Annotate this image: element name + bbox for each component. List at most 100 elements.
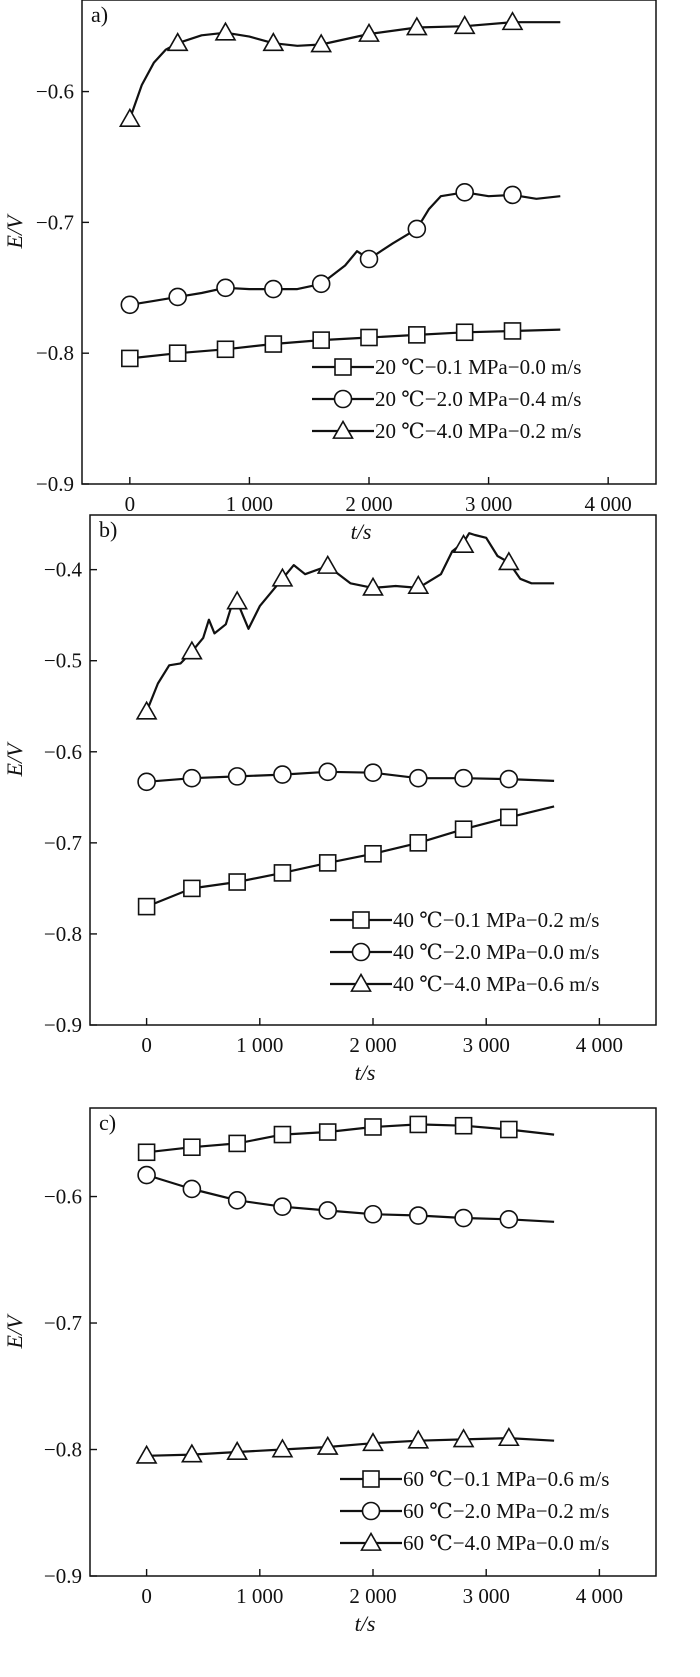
x-axis-label: t/s [355,1060,376,1085]
data-point-circle [311,274,331,294]
data-point-circle [408,768,428,788]
data-point-triangle [453,15,476,35]
plot-frame [81,0,657,485]
data-point-triangle [316,554,339,574]
data-point-triangle [405,16,428,36]
legend-marker-circle [361,1501,381,1521]
legend-entry: 40 ℃−0.1 MPa−0.2 m/s [330,908,599,932]
series-line [129,328,561,360]
panel-label: a) [91,2,108,27]
data-point-circle [363,763,383,783]
data-point-triangle [135,700,158,720]
data-point-circle [318,762,338,782]
data-point-square [409,1115,428,1134]
series-triangle [135,532,555,720]
data-point-triangle [316,1435,339,1455]
legend-entry: 20 ℃−2.0 MPa−0.4 m/s [312,387,581,411]
series-line [145,532,555,713]
x-axis-label: t/s [351,519,372,544]
data-point-square [455,323,474,342]
data-point-circle [454,768,473,788]
data-point-square [312,331,330,349]
y-tick-label: −0.6 [44,740,82,764]
data-point-circle [120,295,140,315]
x-tick-label: 2 000 [345,492,392,516]
panel-2: b) 0 1 000 2 000 3 000 4 000 −0.9 −0.8 −0.7 −0.6 −… [2,514,657,1085]
data-point-triangle [362,1432,384,1452]
series-line [146,1173,555,1223]
series-circle [120,182,561,315]
x-tick-label: 1 000 [236,1033,283,1057]
data-point-triangle [452,1428,475,1448]
data-point-circle [407,219,427,239]
data-point-circle [273,765,292,784]
data-point-triangle [407,574,430,594]
data-point-triangle [226,1440,249,1460]
legend-label: 60 ℃−2.0 MPa−0.2 m/s [403,1499,609,1523]
series-square [121,322,561,368]
data-point-circle [454,1208,473,1228]
panel-label: b) [99,517,117,542]
legend-label: 20 ℃−2.0 MPa−0.4 m/s [375,387,581,411]
data-point-square [121,349,139,368]
data-point-square [168,344,187,362]
legend-marker-square [334,358,352,376]
legend-entry: 60 ℃−2.0 MPa−0.2 m/s [340,1499,609,1523]
data-point-square [409,834,428,852]
data-point-triangle [310,33,333,53]
data-point-triangle [271,1438,294,1458]
data-point-square [454,820,473,838]
data-point-square [137,897,156,916]
data-point-square [500,808,518,827]
legend-entry: 60 ℃−0.1 MPa−0.6 m/s [340,1467,609,1491]
data-point-triangle [181,1443,203,1463]
panel-3: c) 0 1 000 2 000 3 000 4 000 −0.9 −0.8 −0.7 −0.6 t… [2,1107,657,1636]
series-circle [137,1165,555,1229]
x-axis-label: t/s [355,1611,376,1636]
y-tick-label: −0.7 [44,831,82,855]
data-point-triangle [135,1444,158,1464]
data-point-square [273,864,292,882]
data-point-square [228,1134,246,1153]
x-tick-label: 3 000 [463,1584,510,1608]
legend-marker-square [352,911,370,929]
y-tick-label: −0.8 [36,341,74,365]
legend-marker-circle [333,389,353,409]
data-point-square [500,1120,518,1139]
legend-marker-triangle [360,1531,382,1551]
data-point-triangle [166,32,189,52]
y-tick-label: −0.7 [36,210,74,234]
data-point-circle [359,249,379,269]
legend-marker-triangle [350,972,372,992]
panel-label: c) [99,1110,116,1135]
data-point-triangle [497,551,520,571]
legend-label: 20 ℃−0.1 MPa−0.0 m/s [375,355,581,379]
data-point-square [503,322,522,340]
legend-label: 40 ℃−4.0 MPa−0.6 m/s [393,972,599,996]
legend-label: 40 ℃−0.1 MPa−0.2 m/s [393,908,599,932]
x-tick-label: 4 000 [576,1033,623,1057]
x-tick-label: 4 000 [585,492,632,516]
series-triangle [135,1427,555,1464]
legend-label: 40 ℃−2.0 MPa−0.0 m/s [393,940,599,964]
data-point-circle [227,1191,247,1210]
legend-entry: 40 ℃−2.0 MPa−0.0 m/s [330,940,599,964]
data-point-triangle [501,11,524,31]
series-line [146,770,555,783]
y-tick-label: −0.9 [44,1564,82,1588]
legend-marker-circle [351,942,371,962]
data-point-triangle [407,1429,430,1449]
data-point-circle [137,772,156,792]
y-tick-label: −0.6 [44,1185,82,1209]
x-tick-label: 3 000 [465,492,512,516]
data-point-triangle [181,640,203,660]
data-point-circle [408,1206,428,1225]
legend-marker-triangle [332,419,354,439]
data-point-triangle [118,107,141,127]
x-tick-label: 0 [141,1584,152,1608]
x-tick-label: 3 000 [463,1033,510,1057]
y-tick-label: −0.7 [44,1311,82,1335]
data-point-triangle [214,21,237,41]
x-tick-label: 1 000 [226,492,273,516]
